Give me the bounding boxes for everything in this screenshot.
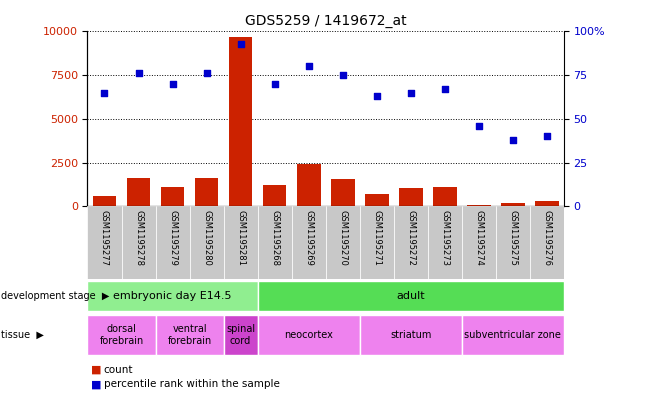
Text: neocortex: neocortex: [284, 330, 333, 340]
Text: GSM1195269: GSM1195269: [304, 210, 313, 266]
Point: [133, 70, 144, 77]
Title: GDS5259 / 1419672_at: GDS5259 / 1419672_at: [245, 14, 406, 28]
Bar: [93, 196, 117, 206]
Bar: [365, 194, 389, 206]
Bar: [87, 315, 156, 355]
Point: [235, 40, 246, 47]
Bar: [156, 315, 224, 355]
Bar: [229, 37, 253, 206]
Text: GSM1195280: GSM1195280: [202, 210, 211, 266]
Text: development stage  ▶: development stage ▶: [1, 291, 110, 301]
Bar: [257, 206, 292, 279]
Bar: [428, 206, 461, 279]
Bar: [360, 206, 393, 279]
Bar: [535, 201, 559, 206]
Text: GSM1195277: GSM1195277: [100, 210, 109, 266]
Text: embryonic day E14.5: embryonic day E14.5: [113, 291, 232, 301]
Bar: [325, 206, 360, 279]
Text: GSM1195272: GSM1195272: [406, 210, 415, 266]
Bar: [292, 206, 325, 279]
Point: [167, 81, 178, 87]
Bar: [360, 315, 461, 355]
Bar: [297, 164, 321, 206]
Bar: [433, 187, 457, 206]
Point: [406, 90, 416, 96]
Bar: [126, 178, 150, 206]
Text: tissue  ▶: tissue ▶: [1, 330, 44, 340]
Point: [542, 133, 552, 140]
Bar: [161, 187, 185, 206]
Bar: [262, 185, 286, 206]
Point: [439, 86, 450, 92]
Bar: [87, 206, 122, 279]
Bar: [257, 281, 564, 311]
Bar: [461, 315, 564, 355]
Bar: [330, 179, 354, 206]
Text: spinal
cord: spinal cord: [226, 324, 255, 346]
Text: GSM1195276: GSM1195276: [542, 210, 551, 266]
Text: GSM1195273: GSM1195273: [440, 210, 449, 266]
Text: GSM1195278: GSM1195278: [134, 210, 143, 266]
Bar: [224, 206, 257, 279]
Text: dorsal
forebrain: dorsal forebrain: [99, 324, 144, 346]
Point: [474, 123, 484, 129]
Text: percentile rank within the sample: percentile rank within the sample: [104, 379, 279, 389]
Bar: [399, 188, 422, 206]
Text: adult: adult: [397, 291, 425, 301]
Text: GSM1195279: GSM1195279: [168, 210, 177, 266]
Text: ■: ■: [91, 365, 101, 375]
Point: [99, 90, 110, 96]
Bar: [496, 206, 530, 279]
Text: count: count: [104, 365, 133, 375]
Bar: [87, 281, 257, 311]
Text: GSM1195275: GSM1195275: [508, 210, 517, 266]
Bar: [156, 206, 190, 279]
Text: GSM1195281: GSM1195281: [236, 210, 245, 266]
Bar: [530, 206, 564, 279]
Bar: [501, 203, 525, 206]
Bar: [122, 206, 156, 279]
Point: [270, 81, 280, 87]
Text: GSM1195270: GSM1195270: [338, 210, 347, 266]
Bar: [257, 315, 360, 355]
Point: [202, 70, 212, 77]
Point: [338, 72, 348, 78]
Bar: [194, 178, 218, 206]
Text: GSM1195268: GSM1195268: [270, 210, 279, 266]
Point: [507, 137, 518, 143]
Text: striatum: striatum: [390, 330, 432, 340]
Bar: [189, 206, 224, 279]
Text: subventricular zone: subventricular zone: [465, 330, 561, 340]
Point: [303, 63, 314, 70]
Text: ■: ■: [91, 379, 101, 389]
Text: ventral
forebrain: ventral forebrain: [167, 324, 212, 346]
Bar: [224, 315, 257, 355]
Point: [371, 93, 382, 99]
Text: GSM1195271: GSM1195271: [372, 210, 381, 266]
Bar: [461, 206, 496, 279]
Bar: [393, 206, 428, 279]
Text: GSM1195274: GSM1195274: [474, 210, 483, 266]
